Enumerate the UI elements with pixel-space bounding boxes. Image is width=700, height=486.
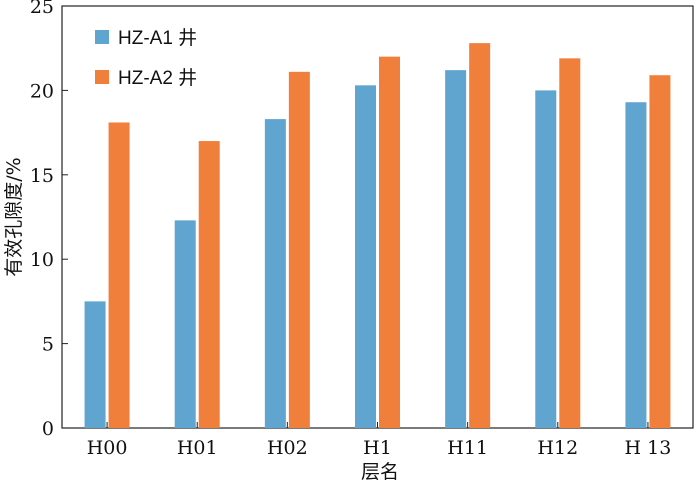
legend-swatch-series-1 (95, 30, 109, 44)
bar-series-1-h00 (84, 301, 106, 428)
y-tick-label: 10 (30, 249, 54, 271)
x-tick-label: H01 (177, 437, 218, 459)
y-tick-label: 25 (30, 0, 54, 18)
bar-series-1-h02 (264, 119, 286, 428)
bar-series-1-h12 (535, 90, 557, 429)
bar-group (84, 43, 671, 429)
y-tick-label: 20 (30, 80, 54, 102)
x-tick-label: H00 (87, 437, 128, 459)
x-tick-label: H11 (447, 437, 488, 459)
x-axis: H00 H01 H02 H1 H11 H12 H 13 (87, 422, 672, 459)
y-axis: 0 5 10 15 20 25 (30, 0, 68, 440)
bar-series-2-h00 (108, 122, 130, 429)
bar-series-2-h1 (379, 56, 400, 428)
y-tick-label: 0 (42, 418, 54, 440)
y-tick-label: 15 (30, 165, 54, 187)
bar-series-2-h11 (469, 43, 491, 429)
bar-series-1-h01 (174, 220, 196, 428)
bar-series-2-h02 (288, 71, 310, 428)
legend: HZ-A1 井 HZ-A2 井 (95, 27, 197, 89)
x-tick-label: H 13 (625, 437, 672, 459)
bar-series-1-h1 (355, 85, 376, 428)
legend-label-series-1: HZ-A1 井 (118, 27, 197, 49)
y-axis-title: 有效孔隙度/% (3, 157, 25, 276)
bar-series-1-h11 (445, 70, 467, 429)
bar-series-2-h12 (559, 58, 581, 428)
bar-series-1-h13 (625, 102, 647, 428)
x-axis-title: 层名 (361, 461, 399, 483)
legend-swatch-series-2 (95, 70, 109, 84)
bar-series-2-h13 (649, 75, 671, 428)
legend-label-series-2: HZ-A2 井 (118, 67, 197, 89)
x-tick-label: H02 (267, 437, 308, 459)
y-tick-label: 5 (42, 334, 54, 356)
bar-series-2-h01 (198, 141, 220, 429)
x-tick-label: H1 (363, 437, 392, 459)
x-tick-label: H12 (537, 437, 578, 459)
